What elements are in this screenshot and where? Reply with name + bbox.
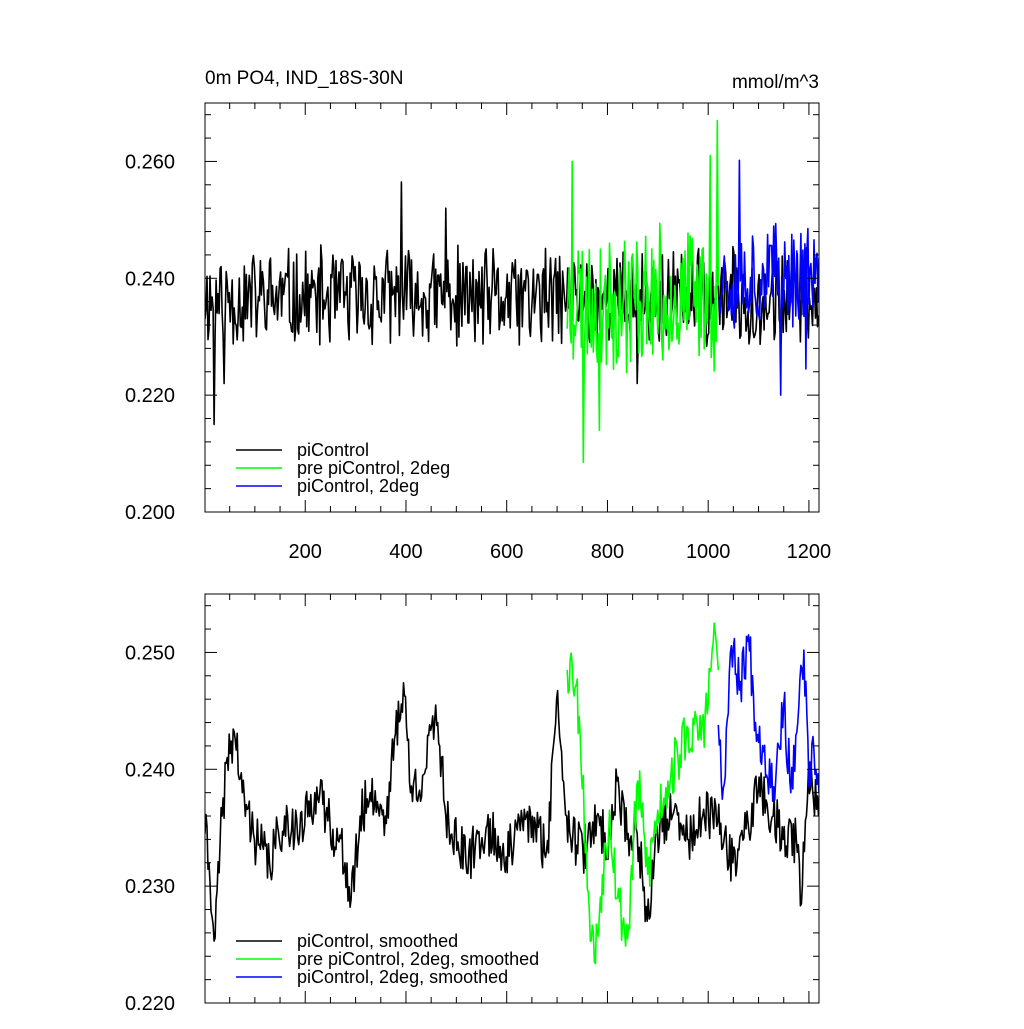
y-tick-label: 0.240	[125, 759, 175, 781]
series-line-2	[566, 622, 720, 965]
legend-label-3: piControl, 2deg	[297, 476, 419, 496]
y-tick-label: 0.200	[125, 502, 175, 524]
plot-frame	[204, 593, 820, 1004]
x-tick-label: 1000	[686, 541, 731, 563]
series-line-3	[718, 159, 819, 396]
x-tick-label: 800	[591, 541, 624, 563]
series-group	[205, 622, 819, 965]
series-line-1	[205, 181, 819, 426]
y-tick-label: 0.250	[125, 642, 175, 664]
legend-label-1: piControl, smoothed	[297, 931, 458, 951]
series-group	[205, 119, 819, 464]
y-tick-label: 0.220	[125, 993, 175, 1015]
series-line-1	[205, 682, 819, 942]
x-tick-label: 200	[289, 541, 322, 563]
y-tick-label: 0.220	[125, 385, 175, 407]
y-tick-label: 0.240	[125, 268, 175, 290]
legend-label-3: piControl, 2deg, smoothed	[297, 967, 508, 987]
top-panel-title: 0m PO4, IND_18S-30N	[205, 68, 404, 89]
legend-label-2: pre piControl, 2deg	[297, 458, 450, 478]
series-line-3	[717, 634, 819, 802]
x-tick-label: 600	[490, 541, 523, 563]
legend-label-1: piControl	[297, 440, 369, 460]
plot-frame	[204, 102, 820, 513]
legend-label-2: pre piControl, 2deg, smoothed	[297, 949, 539, 969]
y-tick-label: 0.260	[125, 151, 175, 173]
series-line-2	[566, 119, 720, 464]
x-tick-label: 400	[389, 541, 422, 563]
top-panel-units: mmol/m^3	[732, 72, 819, 93]
x-tick-label: 1200	[787, 541, 832, 563]
top-panel: 0m PO4, IND_18S-30N mmol/m^3 200 400 600 80…	[125, 68, 831, 563]
y-tick-label: 0.230	[125, 876, 175, 898]
